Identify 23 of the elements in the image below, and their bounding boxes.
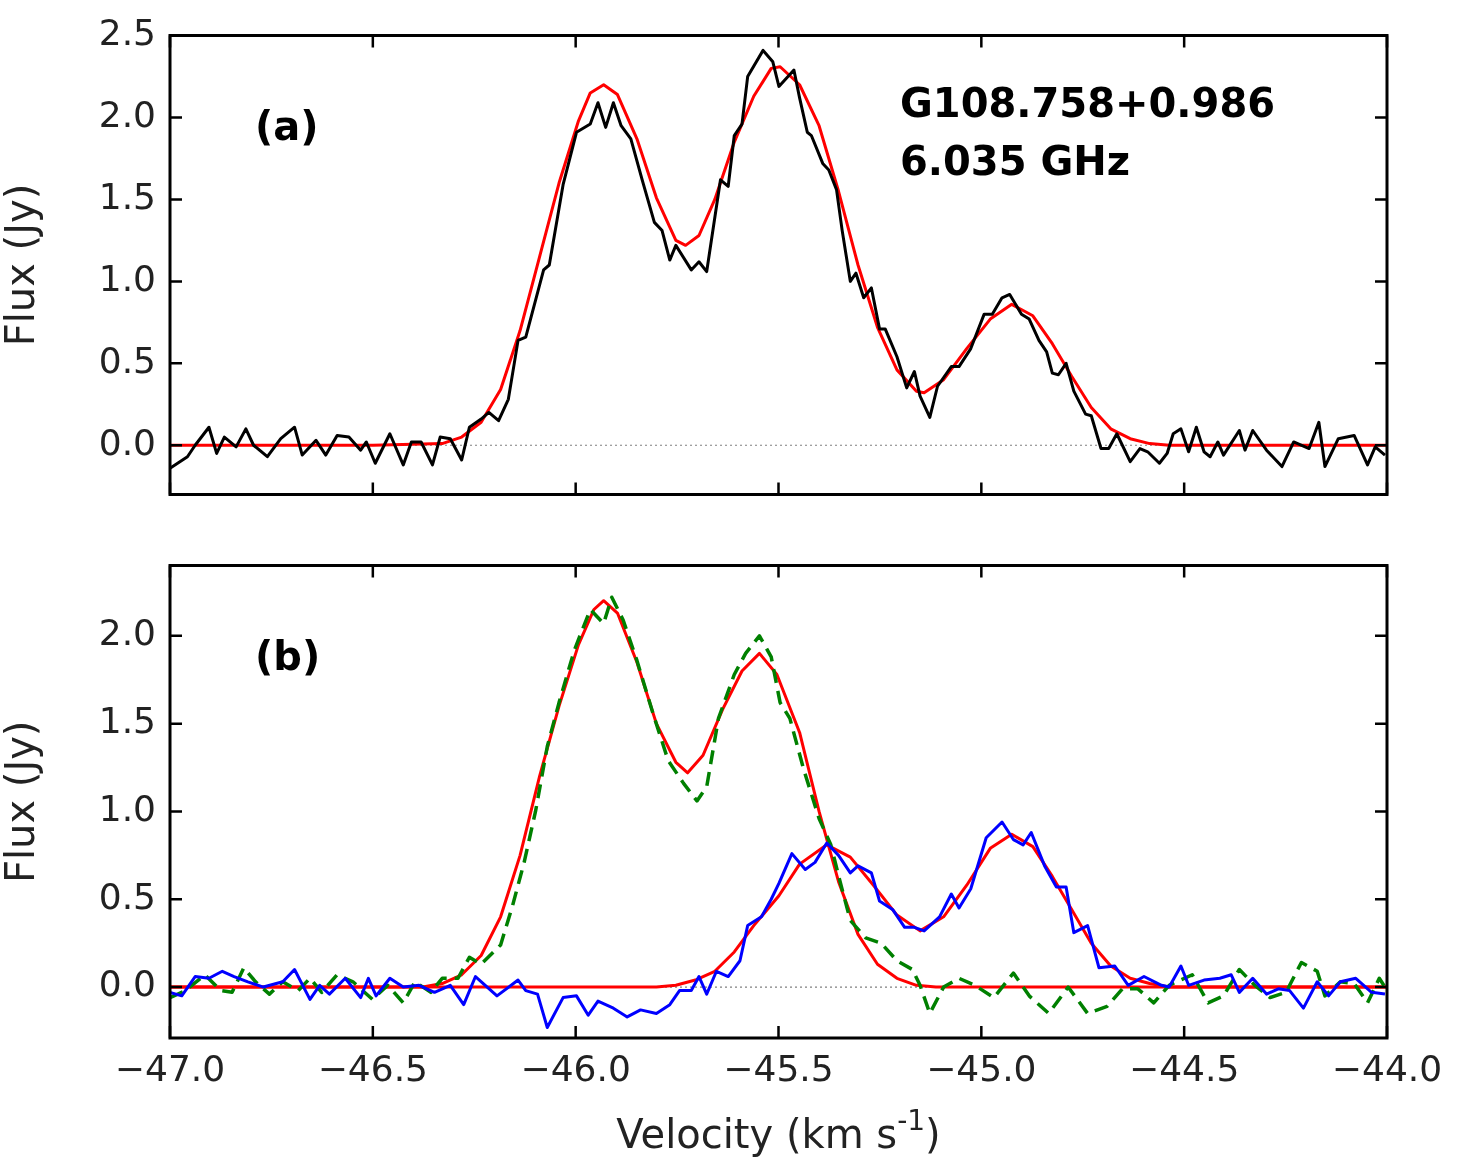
y-tick-label: 1.5 xyxy=(98,175,156,217)
x-tick-label: −45.5 xyxy=(723,1047,834,1089)
y-tick-label: 2.0 xyxy=(98,93,156,135)
y-tick-label: 2.5 xyxy=(98,11,156,53)
y-tick-label: 0.0 xyxy=(98,421,156,463)
y-axis-title: Flux (Jy) xyxy=(0,183,44,347)
y-tick-label: 0.0 xyxy=(98,963,156,1005)
y-tick-label: 2.0 xyxy=(98,612,156,654)
y-tick-label: 0.5 xyxy=(98,875,156,917)
y-axis-title: Flux (Jy) xyxy=(0,720,44,884)
y-tick-label: 1.0 xyxy=(98,257,156,299)
x-tick-label: −47.0 xyxy=(114,1047,226,1089)
annotation: (b) xyxy=(255,632,321,679)
x-tick-label: −46.5 xyxy=(317,1047,428,1089)
y-tick-label: 1.5 xyxy=(98,700,156,742)
x-tick-label: −44.5 xyxy=(1129,1047,1240,1089)
x-tick-label: −46.0 xyxy=(520,1047,631,1089)
y-tick-label: 0.5 xyxy=(98,339,156,381)
x-tick-label: −44.0 xyxy=(1331,1047,1443,1089)
x-tick-label: −45.0 xyxy=(926,1047,1037,1089)
annotation: (a) xyxy=(255,102,319,149)
y-tick-label: 1.0 xyxy=(98,787,156,829)
annotation: G108.758+0.986 6.035 GHz xyxy=(900,79,1276,184)
